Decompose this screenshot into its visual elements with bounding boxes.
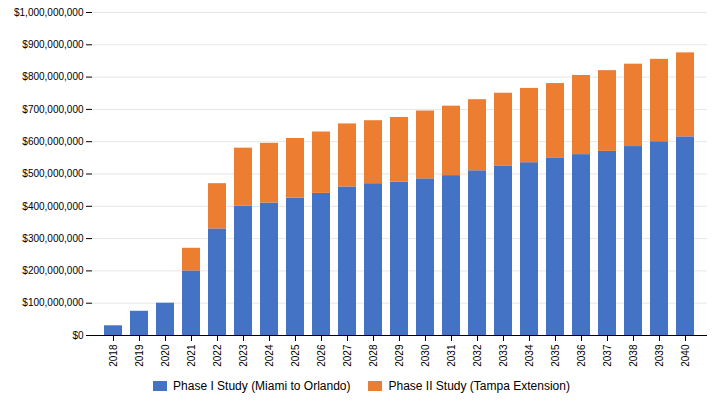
svg-text:2037: 2037: [602, 344, 613, 367]
svg-text:2034: 2034: [524, 344, 535, 367]
svg-text:2021: 2021: [186, 344, 197, 367]
svg-text:2022: 2022: [212, 344, 223, 367]
svg-text:2033: 2033: [498, 344, 509, 367]
svg-text:$900,000,000: $900,000,000: [22, 39, 84, 50]
svg-text:$700,000,000: $700,000,000: [22, 104, 84, 115]
svg-text:2038: 2038: [628, 344, 639, 367]
svg-text:2040: 2040: [680, 344, 691, 367]
svg-text:2020: 2020: [160, 344, 171, 367]
svg-text:$200,000,000: $200,000,000: [22, 265, 84, 276]
html-text:Phase I Study (Miami to Orland: Phase I Study (Miami to Orlando): [173, 379, 351, 393]
svg-text:$600,000,000: $600,000,000: [22, 136, 84, 147]
svg-text:2026: 2026: [316, 344, 327, 367]
svg-text:2030: 2030: [420, 344, 431, 367]
svg-text:2019: 2019: [134, 344, 145, 367]
svg-text:2031: 2031: [446, 344, 457, 367]
svg-text:$1,000,000,000: $1,000,000,000: [14, 7, 84, 18]
svg-text:$500,000,000: $500,000,000: [22, 168, 84, 179]
svg-text:2032: 2032: [472, 344, 483, 367]
svg-text:2039: 2039: [654, 344, 665, 367]
svg-text:$100,000,000: $100,000,000: [22, 297, 84, 308]
svg-text:2029: 2029: [394, 344, 405, 367]
svg-text:2024: 2024: [264, 344, 275, 367]
svg-text:$400,000,000: $400,000,000: [22, 201, 84, 212]
svg-text:2023: 2023: [238, 344, 249, 367]
html-text:Phase II Study (Tampa Extensio: Phase II Study (Tampa Extension): [388, 379, 570, 393]
svg-text:$800,000,000: $800,000,000: [22, 71, 84, 82]
svg-text:2025: 2025: [290, 344, 301, 367]
svg-text:2018: 2018: [108, 344, 119, 367]
svg-text:$300,000,000: $300,000,000: [22, 233, 84, 244]
svg-text:2035: 2035: [550, 344, 561, 367]
svg-text:$0: $0: [72, 330, 84, 341]
svg-text:2028: 2028: [368, 344, 379, 367]
svg-text:2027: 2027: [342, 344, 353, 367]
svg-text:2036: 2036: [576, 344, 587, 367]
